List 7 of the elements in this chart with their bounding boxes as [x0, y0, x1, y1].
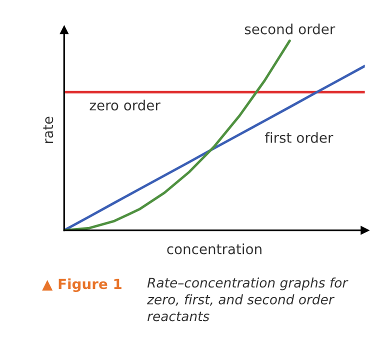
x-axis-title: concentration [167, 244, 262, 254]
y-axis-title: rate [43, 116, 54, 144]
text: ▲ Figure 1 [42, 278, 122, 292]
series-label: second order [244, 24, 336, 34]
text: Rate–concentration graphs for zero, first, and second order reactants [147, 277, 348, 322]
series-label: first order [264, 132, 334, 143]
series-label: zero order [90, 100, 160, 111]
